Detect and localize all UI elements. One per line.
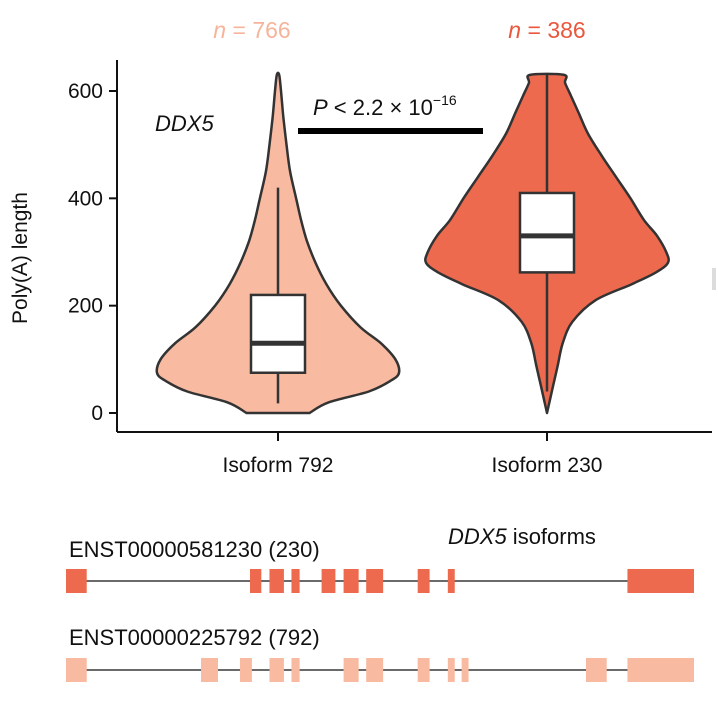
exon-792-2 <box>201 658 218 682</box>
box-isoform-230 <box>518 191 576 274</box>
n-value-792: 766 <box>252 17 290 43</box>
significance-annotation: P < 2.2 × 10−16 <box>298 92 483 134</box>
y-tick-label-600: 600 <box>68 80 103 103</box>
p-comparison: < 2.2 × 10 <box>328 95 433 120</box>
exon-792-7 <box>366 658 384 682</box>
scrollbar-thumb[interactable] <box>712 268 716 290</box>
n-symbol-792: n <box>213 17 226 43</box>
exon-230-2 <box>250 569 262 593</box>
exon-792-1 <box>66 658 87 682</box>
n-label-isoform-792: n = 766 <box>213 17 290 43</box>
exon-792-3 <box>239 658 252 682</box>
n-symbol-230: n <box>508 17 521 43</box>
exon-792-9 <box>447 658 455 682</box>
exon-230-3 <box>269 569 284 593</box>
p-exponent: −16 <box>433 92 457 108</box>
p-symbol: P <box>313 95 328 120</box>
transcript-label-792: ENST00000225792 (792) <box>69 625 320 650</box>
isoforms-title: DDX5 isoforms <box>448 524 596 549</box>
exon-230-5 <box>321 569 336 593</box>
exon-230-6 <box>343 569 359 593</box>
axes <box>116 60 712 433</box>
x-tick-label-1: Isoform 792 <box>223 454 334 477</box>
y-tick-label-400: 400 <box>68 187 103 210</box>
n-label-isoform-230: n = 386 <box>508 17 585 43</box>
exon-792-8 <box>417 658 430 682</box>
y-tick-label-200: 200 <box>68 295 103 318</box>
exon-792-10 <box>461 658 469 682</box>
exon-230-4 <box>291 569 300 593</box>
exon-792-6 <box>343 658 359 682</box>
n-eq-230: = <box>521 17 547 43</box>
exon-792-11 <box>585 658 607 682</box>
exon-230-7 <box>366 569 384 593</box>
isoforms-title-rest: isoforms <box>507 524 596 549</box>
exon-230-8 <box>417 569 430 593</box>
y-tick-label-0: 0 <box>91 402 103 425</box>
box-isoform-792 <box>249 293 307 374</box>
gene-label: DDX5 <box>155 111 214 136</box>
exon-792-12 <box>627 658 694 682</box>
n-eq-792: = <box>226 17 252 43</box>
x-tick-label-2: Isoform 230 <box>492 454 603 477</box>
exon-230-9 <box>447 569 455 593</box>
exon-792-4 <box>269 658 284 682</box>
y-ticks: 0 200 400 600 <box>68 80 117 425</box>
isoforms-title-gene: DDX5 <box>448 524 507 549</box>
violins <box>155 71 670 415</box>
exon-792-5 <box>291 658 300 682</box>
y-axis-label: Poly(A) length <box>9 192 32 324</box>
x-ticks: Isoform 792 Isoform 230 <box>223 432 603 477</box>
exon-230-10 <box>627 569 694 593</box>
n-value-230: 386 <box>547 17 585 43</box>
transcript-label-230: ENST00000581230 (230) <box>69 537 320 562</box>
p-value-text: P < 2.2 × 10−16 <box>313 92 457 120</box>
isoform-tracks <box>66 569 694 682</box>
exon-230-1 <box>66 569 87 593</box>
